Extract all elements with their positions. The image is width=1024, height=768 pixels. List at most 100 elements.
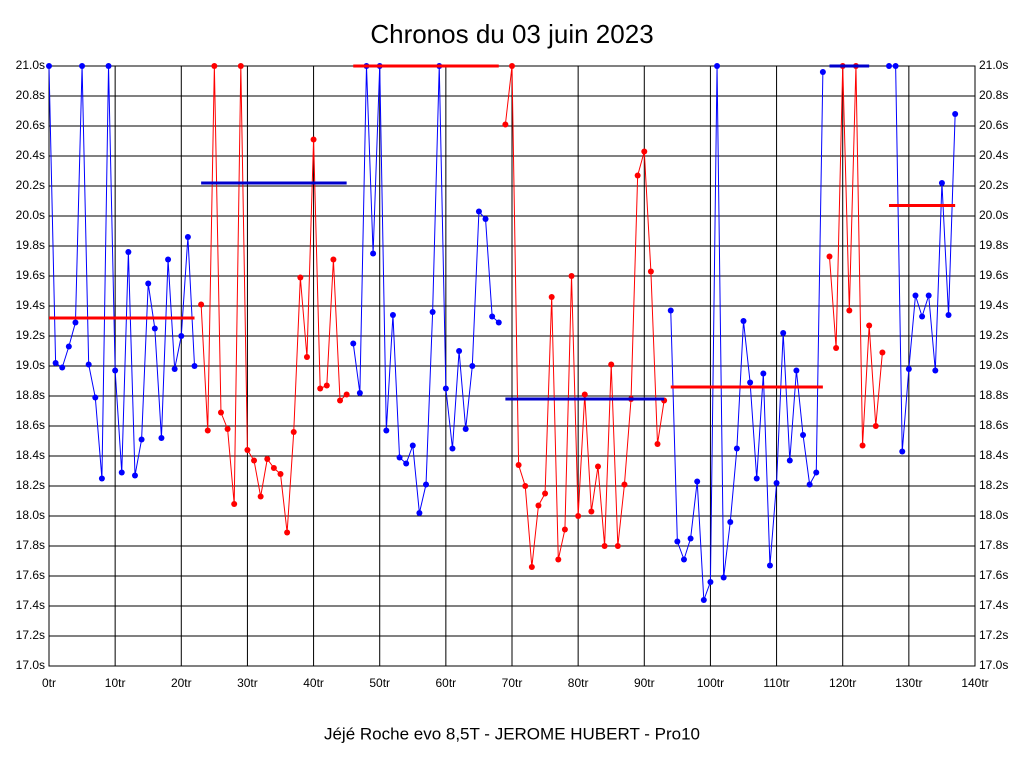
lap-point (687, 535, 694, 542)
y-tick-label: 20.8s (16, 88, 45, 102)
y-tick-label-right: 18.4s (979, 448, 1008, 462)
lap-point (290, 429, 297, 435)
x-tick-label: 140tr (961, 676, 988, 690)
lap-point (952, 111, 959, 117)
lap-point (350, 340, 357, 347)
lap-point (700, 597, 707, 603)
y-tick-label-right: 19.0s (979, 358, 1008, 372)
lap-point (409, 442, 416, 449)
lap-point (396, 454, 403, 461)
lap-point (846, 307, 853, 314)
y-tick-label-right: 17.0s (979, 658, 1008, 672)
y-tick-label-right: 20.2s (979, 178, 1008, 192)
lap-point (833, 345, 840, 351)
y-tick-label: 18.8s (16, 388, 45, 402)
lap-point (429, 309, 436, 315)
y-tick-label-right: 19.8s (979, 238, 1008, 252)
lap-point (879, 349, 886, 356)
y-tick-label: 20.2s (16, 178, 45, 192)
lap-point (733, 445, 740, 452)
lap-point (389, 312, 396, 318)
y-tick-label: 20.4s (16, 148, 45, 162)
lap-point (528, 564, 535, 570)
lap-point (938, 180, 945, 186)
lap-point (343, 391, 350, 398)
lap-point (482, 216, 489, 222)
lap-point (793, 367, 800, 374)
lap-point (337, 397, 344, 404)
lap-point (277, 471, 284, 477)
lap-point (813, 469, 820, 476)
lap-point (317, 385, 324, 392)
lap-point (634, 172, 641, 179)
lap-point (330, 256, 337, 263)
y-tick-label-right: 18.0s (979, 508, 1008, 522)
y-tick-label: 21.0s (16, 58, 45, 72)
lap-point (303, 354, 310, 360)
lap-point (601, 543, 608, 549)
y-tick-label: 17.0s (16, 658, 45, 672)
lap-point (79, 63, 86, 69)
lap-point (151, 325, 158, 332)
y-tick-label-right: 18.8s (979, 388, 1008, 402)
lap-point (257, 493, 264, 500)
lap-point (614, 543, 621, 549)
lap-point (475, 208, 482, 215)
lap-point (449, 445, 456, 452)
y-tick-label-right: 20.6s (979, 118, 1008, 132)
lap-point (509, 63, 515, 69)
lap-point (118, 469, 125, 476)
lap-point (105, 63, 112, 69)
lap-point (608, 361, 615, 368)
y-tick-label: 19.8s (16, 238, 45, 252)
y-tick-label-right: 20.0s (979, 208, 1008, 222)
lap-point (251, 457, 258, 464)
y-tick-label-right: 20.4s (979, 148, 1008, 162)
lap-point (786, 457, 793, 464)
lap-point (423, 481, 430, 488)
lap-point (65, 343, 72, 350)
lap-point (442, 385, 449, 392)
lap-point (680, 556, 687, 563)
lap-point (740, 318, 747, 324)
lap-point (548, 294, 555, 300)
lap-point (204, 427, 211, 434)
lap-point (370, 250, 377, 257)
y-tick-label: 19.6s (16, 268, 45, 282)
lap-point (905, 366, 912, 372)
lap-point (522, 483, 529, 489)
lap-point (594, 463, 601, 470)
lap-point (92, 394, 99, 401)
lap-point (98, 475, 105, 482)
lap-point (184, 234, 191, 240)
lap-point (773, 480, 780, 486)
lap-point (138, 436, 145, 443)
lap-point (727, 519, 734, 525)
lap-point (654, 441, 661, 447)
x-tick-label: 120tr (829, 676, 856, 690)
y-tick-label-right: 21.0s (979, 58, 1008, 72)
lap-point (912, 292, 919, 299)
y-tick-label: 20.6s (16, 118, 45, 132)
lap-point (456, 348, 463, 354)
lap-point (919, 313, 926, 320)
lap-point (356, 390, 363, 396)
y-tick-label-right: 20.8s (979, 88, 1008, 102)
lap-point (284, 529, 291, 536)
lap-point (621, 481, 628, 488)
lap-point (641, 148, 648, 155)
lap-point (872, 423, 879, 429)
lap-point (112, 367, 119, 374)
lap-point (469, 363, 476, 369)
lap-point (826, 253, 833, 260)
lap-point (72, 319, 79, 326)
lap-point (819, 69, 826, 75)
lap-point (495, 319, 502, 326)
lap-point (231, 501, 238, 507)
y-tick-label-right: 19.4s (979, 298, 1008, 312)
lap-point (489, 313, 496, 320)
y-tick-label-right: 17.6s (979, 568, 1008, 582)
lap-point (46, 63, 52, 69)
lap-point (760, 370, 767, 377)
